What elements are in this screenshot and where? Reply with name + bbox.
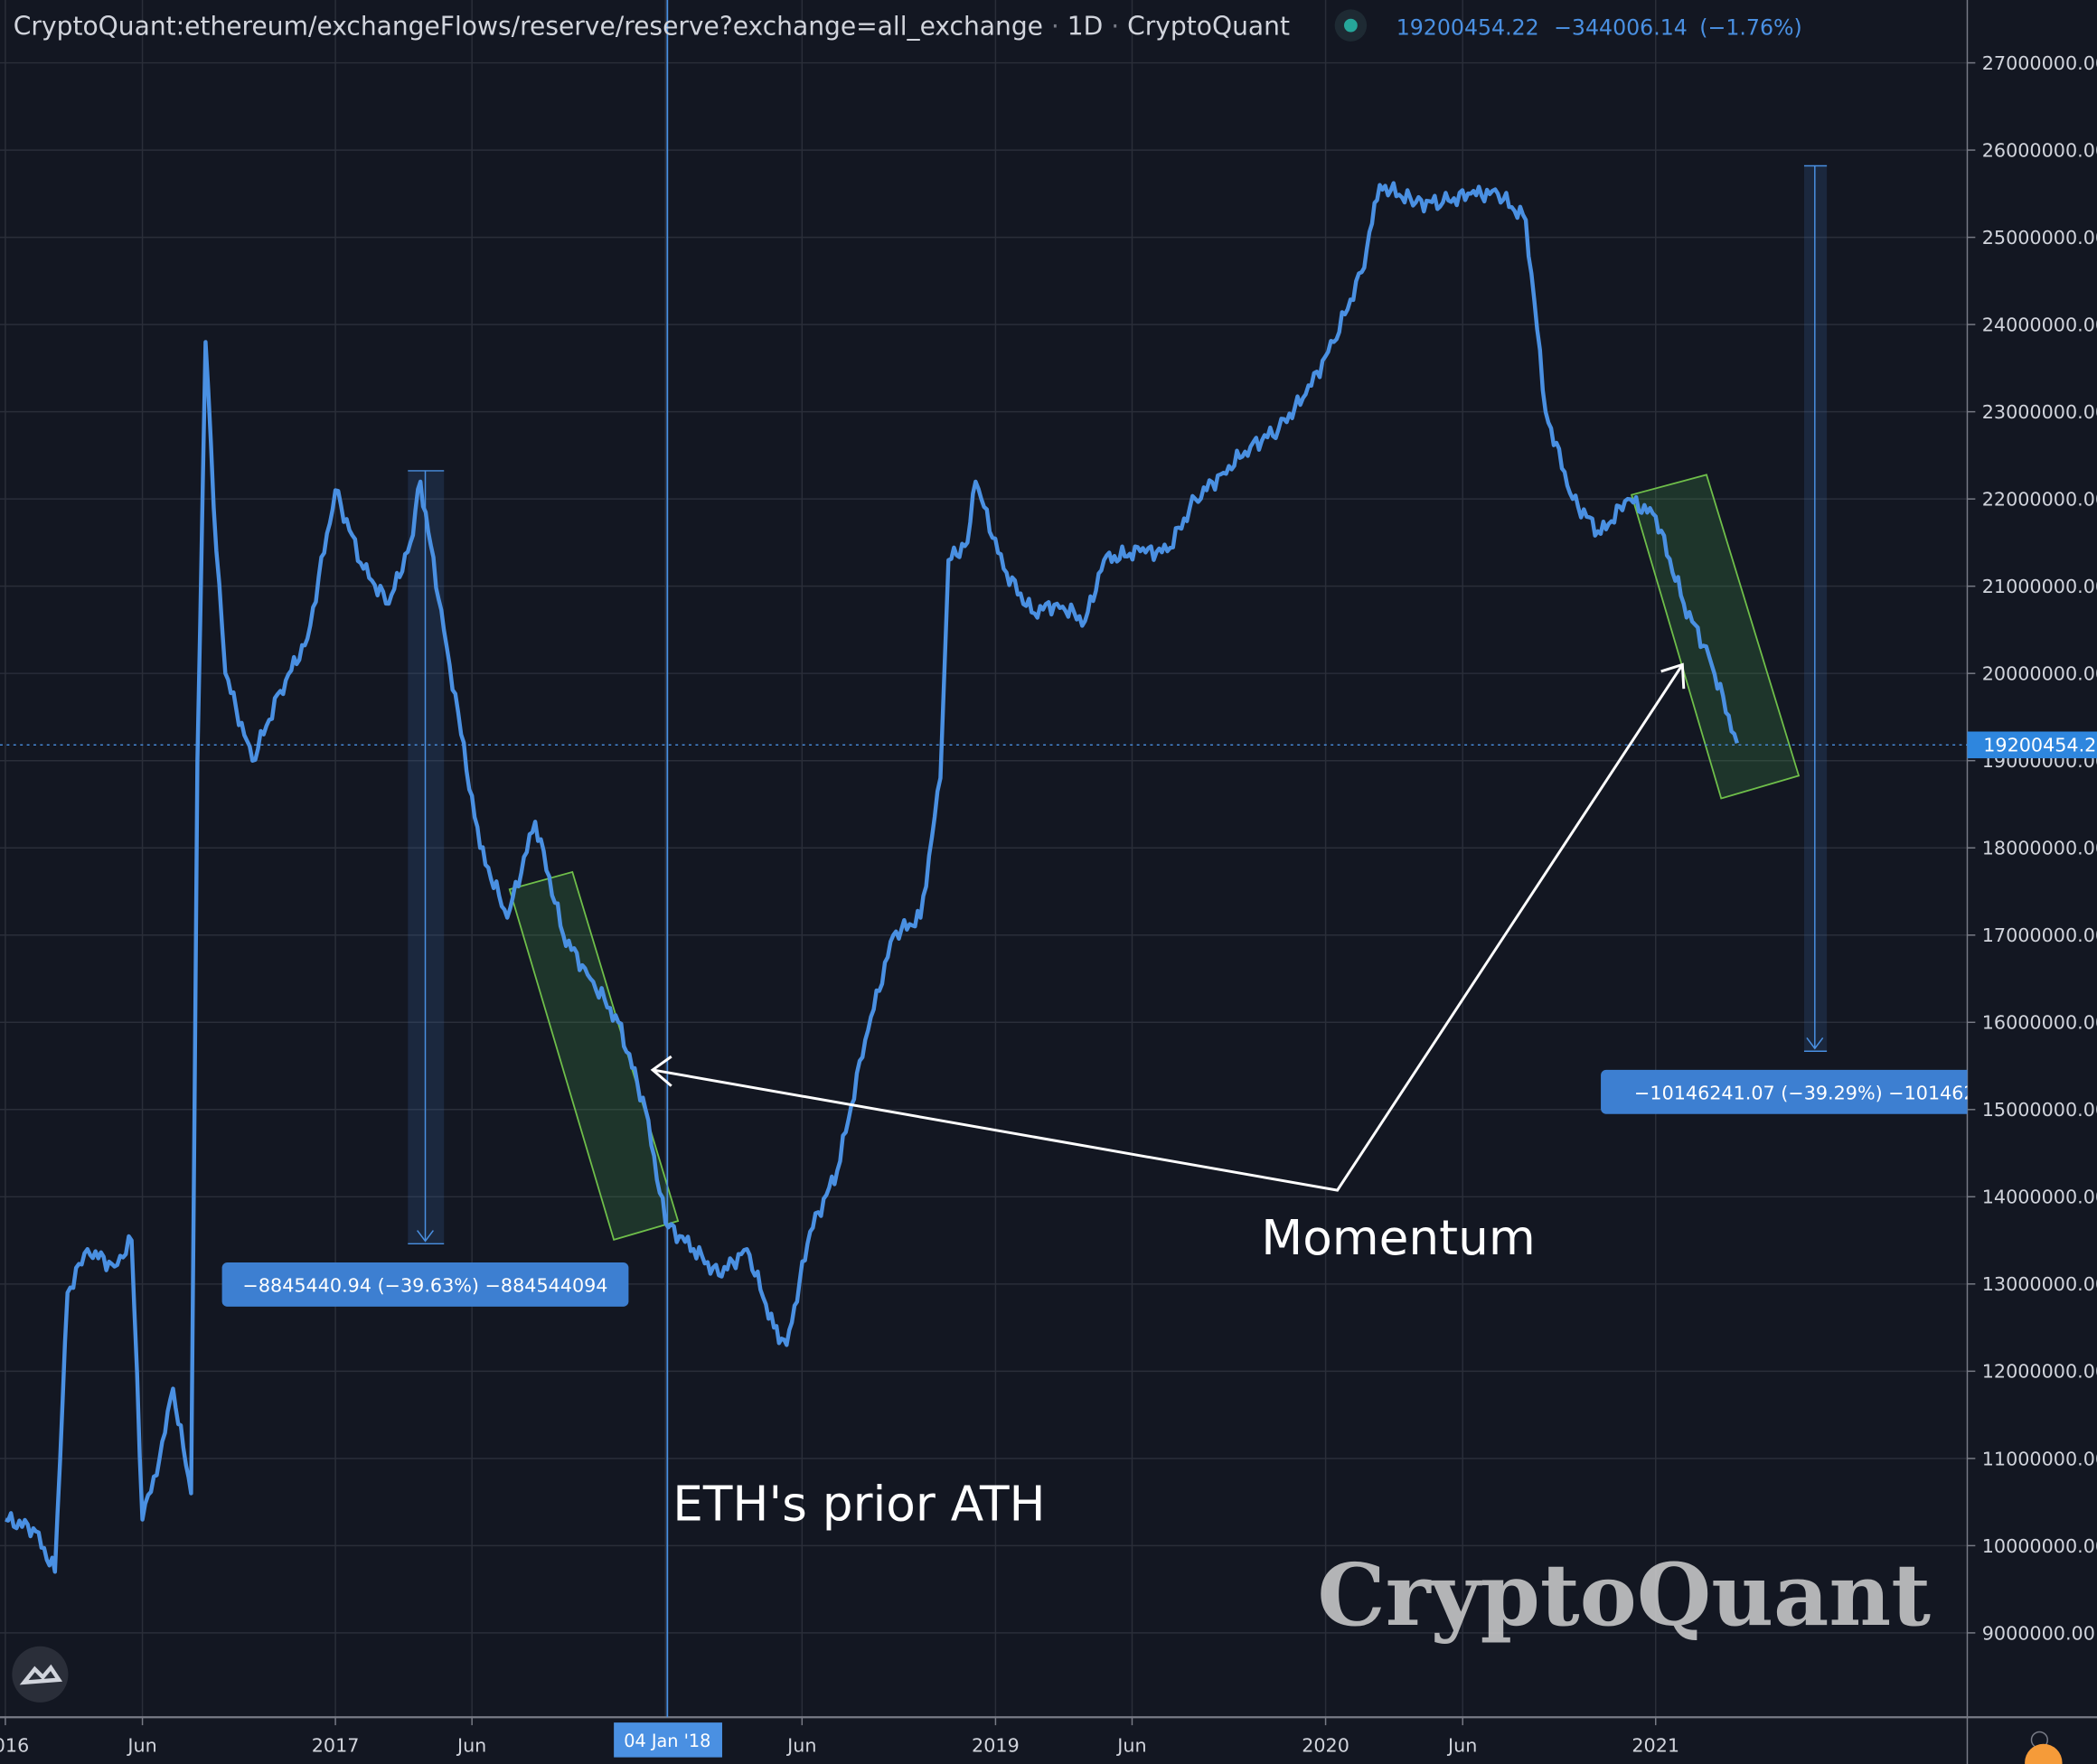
- price-tick-label: 11000000.00: [1982, 1448, 2097, 1469]
- time-tick-label: 2016: [0, 1735, 29, 1757]
- price-tick-label: 12000000.00: [1982, 1361, 2097, 1383]
- time-tick-label: 2019: [972, 1735, 1020, 1757]
- auto-scale-button[interactable]: [2025, 1743, 2063, 1764]
- momentum-label[interactable]: Momentum: [1261, 1210, 1535, 1266]
- separator: ·: [1103, 11, 1127, 41]
- measure-label: −10146241.07 (−39.29%) −1014624: [1634, 1082, 1988, 1103]
- price-tick-label: 20000000.00: [1982, 663, 2097, 685]
- time-tick-label: Jun: [126, 1735, 156, 1757]
- price-tick-label: 22000000.00: [1982, 489, 2097, 511]
- price-tick-label: 10000000.00: [1982, 1535, 2097, 1557]
- watermark-logo: CryptoQuant: [1317, 1545, 1931, 1646]
- change-value: −344006.14: [1554, 14, 1688, 40]
- crosshair-time-label-box: [614, 1722, 722, 1758]
- grid: [0, 0, 1968, 1718]
- time-tick-label: 2017: [312, 1735, 360, 1757]
- last-value: 19200454.22: [1396, 14, 1539, 40]
- arrow-down-icon: [1806, 1037, 1824, 1050]
- price-tick-label: 13000000.00: [1982, 1273, 2097, 1295]
- change-percent: (−1.76%): [1699, 14, 1801, 40]
- time-tick-label: 2021: [1632, 1735, 1679, 1757]
- last-price-label-box: [1967, 731, 2097, 759]
- source: CryptoQuant: [1127, 11, 1290, 41]
- price-tick-label: 16000000.00: [1982, 1012, 2097, 1034]
- annotation-arrow[interactable]: [652, 663, 1684, 1192]
- prior-ath-label[interactable]: ETH's prior ATH: [672, 1477, 1045, 1533]
- price-tick-label: 27000000.00: [1982, 52, 2097, 74]
- price-tick-label: 21000000.00: [1982, 576, 2097, 597]
- price-tick-label: 26000000.00: [1982, 139, 2097, 161]
- time-tick-label: Jun: [1115, 1735, 1146, 1757]
- status-dot-icon: [1343, 18, 1358, 33]
- arrow-down-icon: [417, 1230, 434, 1243]
- price-tick-label: 18000000.00: [1982, 838, 2097, 859]
- time-tick-label: Jun: [1446, 1735, 1477, 1757]
- crosshair-time-label: 04 Jan '18: [624, 1731, 710, 1751]
- time-axis[interactable]: 2016 Jun 2017 Jun Jun 2019 Jun 2020 Jun 2021: [0, 1717, 1679, 1757]
- measure-label-box: [221, 1262, 629, 1307]
- series-line[interactable]: [5, 181, 1739, 1574]
- interval: 1D: [1067, 11, 1104, 41]
- arrowhead-icon: [1660, 662, 1686, 690]
- price-axis[interactable]: 27000000.00 26000000.00 25000000.00 2400000…: [1967, 52, 2097, 1644]
- time-tick-label: 2020: [1302, 1735, 1349, 1757]
- measure-label-box: [1601, 1069, 1968, 1114]
- price-tick-label: 23000000.00: [1982, 401, 2097, 423]
- legend-values: 19200454.22 −344006.14 (−1.76%): [1396, 14, 1802, 40]
- separator: ·: [1043, 11, 1067, 41]
- time-tick-label: Jun: [456, 1735, 486, 1757]
- price-tick-label: 15000000.00: [1982, 1099, 2097, 1121]
- price-tick-label: 25000000.00: [1982, 227, 2097, 249]
- logo-mountain-icon: [19, 1664, 63, 1685]
- arrowhead-icon: [650, 1055, 672, 1087]
- symbol-title[interactable]: CryptoQuant:ethereum/exchangeFlows/reser…: [14, 11, 1290, 41]
- symbol-name: CryptoQuant:ethereum/exchangeFlows/reser…: [14, 11, 1043, 41]
- price-tick-label: 24000000.00: [1982, 314, 2097, 336]
- channel-rectangle[interactable]: [1630, 474, 1801, 800]
- measure-label: −8845440.94 (−39.63%) −884544094: [243, 1275, 608, 1297]
- price-tick-label: 14000000.00: [1982, 1187, 2097, 1208]
- price-tick-label: 9000000.00: [1982, 1622, 2095, 1644]
- last-price-label: 19200454.22: [1983, 735, 2097, 756]
- price-tick-label: 17000000.00: [1982, 924, 2097, 946]
- time-tick-label: Jun: [785, 1735, 816, 1757]
